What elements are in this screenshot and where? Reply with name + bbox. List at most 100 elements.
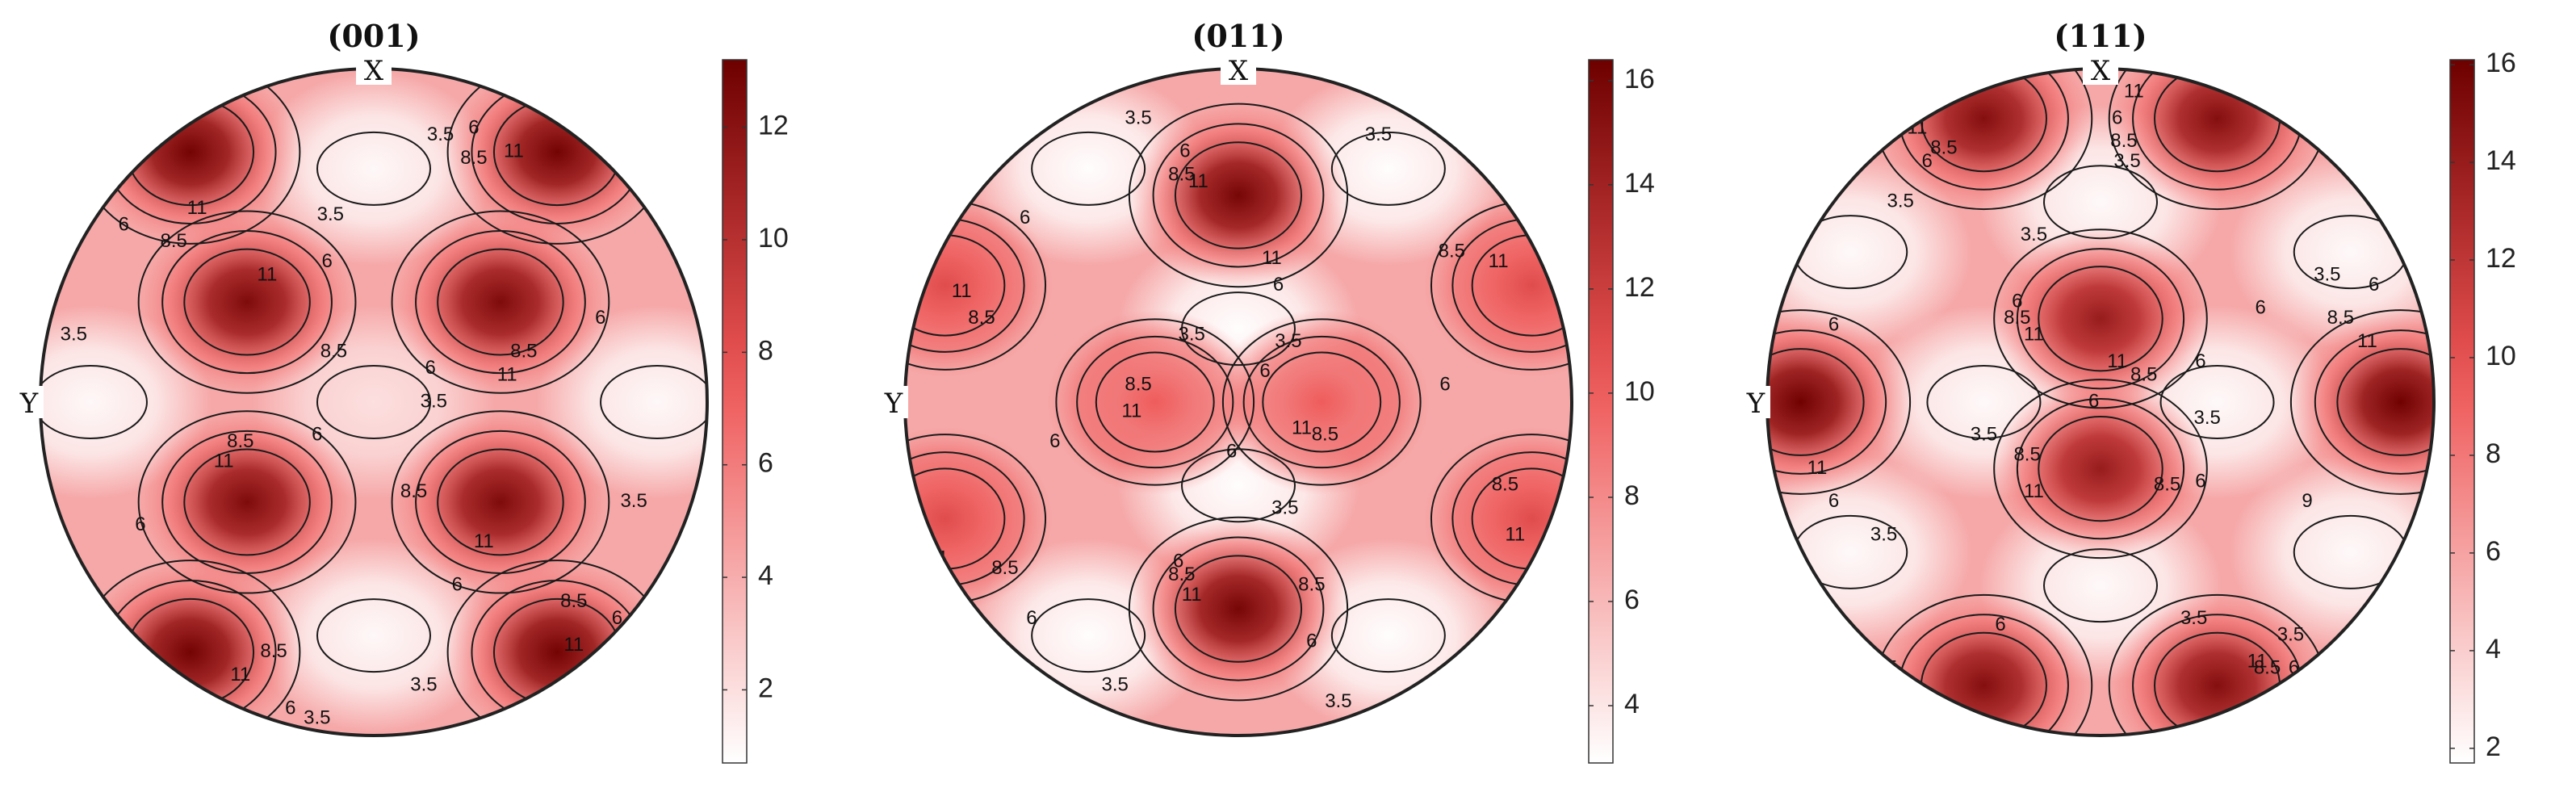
contour-label: 8.5: [1168, 164, 1195, 186]
contour-label: 11: [563, 634, 584, 656]
contour-label: 8.5: [1870, 657, 1897, 679]
x-direction-label: X: [1229, 55, 1249, 87]
contour-line: [2043, 548, 2158, 623]
contour-label: 8.5: [400, 480, 427, 502]
contour-line: [1152, 536, 1325, 681]
colorbar-tick-label: 12: [758, 111, 789, 141]
contour-label: 3.5: [1365, 124, 1392, 145]
contour-label: 6: [2195, 470, 2205, 492]
contour-label: 8.5: [2013, 443, 2040, 465]
contour-label: 11: [474, 530, 494, 552]
colorbar-tick-label: 16: [2486, 48, 2516, 78]
low-region: [253, 71, 495, 266]
contour-label: 11: [214, 451, 234, 472]
contour-label: 11: [1188, 170, 1208, 192]
contour-line: [1128, 516, 1349, 702]
contour-line: [1262, 351, 1382, 453]
contour-line: [2289, 309, 2434, 495]
contour-label: 8.5: [260, 640, 287, 662]
contour-label: 6: [612, 607, 622, 629]
contour-label: 6: [285, 697, 295, 719]
low-region: [253, 539, 495, 733]
contour-label: 3.5: [620, 490, 647, 512]
contour-line: [316, 131, 431, 206]
contour-line: [2314, 329, 2434, 475]
contour-label: 11: [2357, 330, 2377, 352]
contour-label: 8.5: [2327, 307, 2354, 329]
contour-label: 11: [1292, 417, 1312, 438]
contour-label: 6: [2369, 274, 2379, 296]
pole-figure-panel: (111) 1168.53.5118.563.53.568.511118.566…: [1741, 18, 2516, 764]
contour-line: [1242, 335, 1401, 469]
low-region: [536, 305, 707, 499]
contour-label: 11: [2247, 650, 2268, 672]
contour-label: 3.5: [61, 324, 87, 346]
contour-label: 11: [1505, 524, 1525, 546]
panel-title: (011): [1192, 18, 1284, 54]
colorbar-tick-label: 12: [1624, 272, 1655, 303]
colorbar-tick-label: 10: [758, 223, 789, 254]
contour-line: [1031, 131, 1146, 206]
contour-label: 6: [1049, 430, 1060, 452]
contour-label: 6: [312, 424, 322, 446]
contour-line: [437, 248, 564, 356]
contour-line: [316, 598, 431, 673]
contour-label: 6: [119, 213, 129, 235]
colorbar-gradient: [722, 59, 748, 764]
contour-label: 8.5: [1439, 240, 1465, 262]
contour-label: 3.5: [2193, 407, 2220, 429]
contour-label: 6: [1306, 631, 1317, 652]
contour-label: 6: [1828, 490, 1839, 512]
y-direction-label: Y: [884, 388, 903, 420]
contour-label: 6: [322, 250, 333, 272]
contour-line: [137, 410, 357, 594]
contour-line: [1031, 598, 1146, 673]
peak-region: [391, 209, 609, 396]
contour-label: 6: [452, 573, 463, 595]
y-direction-label: Y: [1746, 388, 1766, 420]
colorbar-tick-label: 4: [2486, 634, 2501, 664]
contour-label: 3.5: [1971, 424, 1997, 446]
contour-line: [1076, 335, 1234, 469]
colorbar-tick-label: 8: [758, 335, 773, 366]
contour-label: 8.5: [161, 230, 187, 252]
contour-line: [2038, 416, 2163, 522]
colorbar-gradient: [2449, 59, 2475, 764]
colorbar-tick-label: 6: [1624, 585, 1640, 615]
contour-label: 11: [1489, 250, 1509, 272]
contour-line: [1330, 598, 1446, 673]
contour-line: [391, 410, 610, 594]
contour-label: 11: [2107, 350, 2127, 372]
contour-label: 11: [187, 197, 207, 219]
contour-label: 8.5: [1312, 424, 1338, 446]
contour-line: [137, 210, 357, 394]
contour-line: [1767, 348, 1865, 456]
contour-line: [183, 248, 311, 356]
contour-label: 8.5: [991, 557, 1018, 579]
contour-label: 3.5: [1870, 524, 1897, 546]
contour-line: [2336, 348, 2434, 456]
contour-line: [1767, 309, 1912, 495]
contour-line: [2016, 398, 2185, 540]
colorbar-tick-label: 8: [1624, 480, 1640, 511]
colorbar-tick-label: 6: [758, 448, 773, 479]
peak-region: [138, 209, 357, 396]
contour-label: 8.5: [1930, 136, 1957, 158]
colorbar-tick-label: 4: [1624, 689, 1640, 719]
contour-label: 3.5: [1125, 107, 1151, 128]
contour-label: 6: [1226, 440, 1237, 462]
density-blobs: [40, 69, 707, 736]
peak-region: [138, 409, 357, 595]
contour-label: 11: [497, 363, 517, 385]
contour-label: 3.5: [1178, 324, 1204, 346]
contour-label: 11: [504, 140, 524, 162]
contour-line: [1055, 318, 1255, 486]
contour-label: 6: [1995, 614, 2005, 635]
contour-label: 3.5: [2113, 150, 2140, 172]
contour-label: 6: [1828, 313, 1839, 335]
contour-label: 11: [2124, 80, 2144, 102]
